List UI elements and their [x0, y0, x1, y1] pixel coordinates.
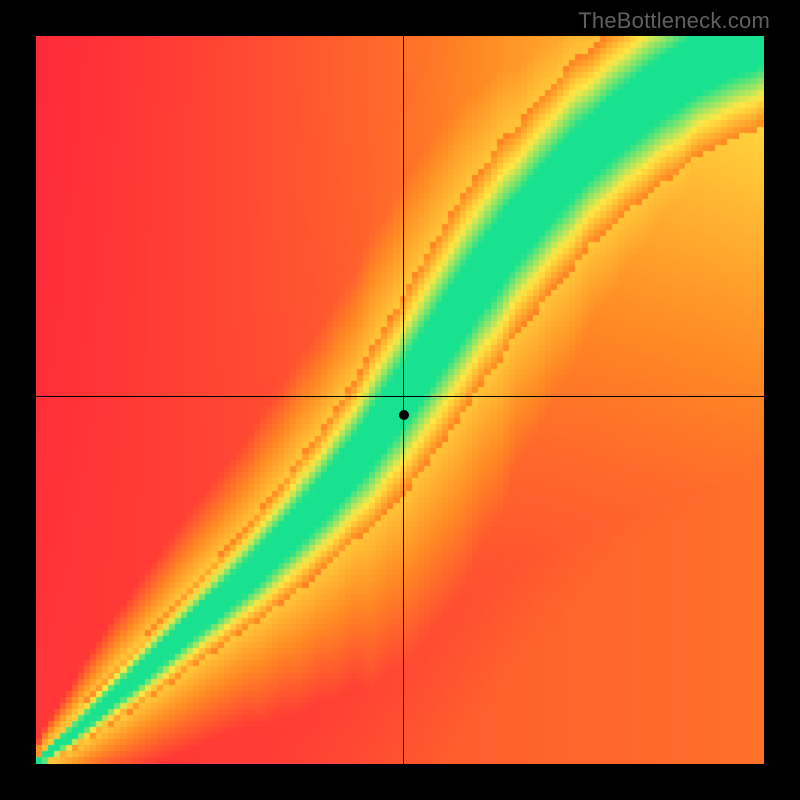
crosshair-horizontal	[36, 396, 764, 398]
watermark-text: TheBottleneck.com	[578, 8, 770, 34]
heatmap-canvas	[36, 36, 764, 764]
heatmap-plot	[36, 36, 764, 764]
crosshair-vertical	[403, 36, 405, 764]
plot-marker-dot	[399, 410, 409, 420]
